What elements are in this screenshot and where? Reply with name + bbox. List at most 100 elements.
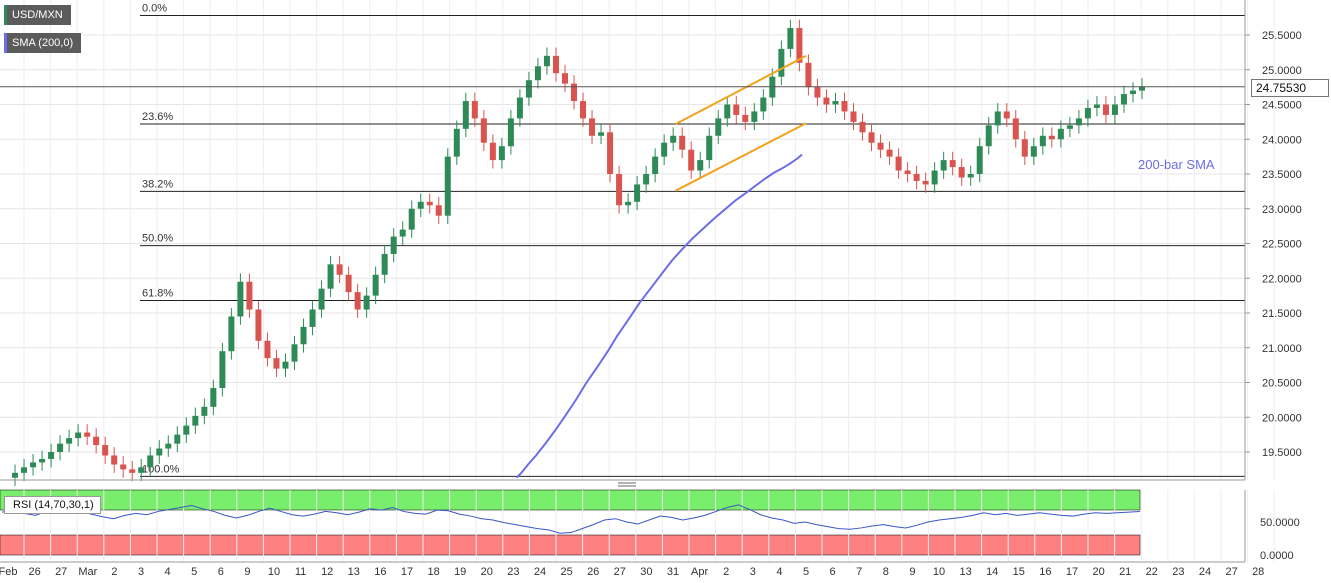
candle: [111, 447, 118, 473]
candle: [688, 141, 695, 179]
x-tick-label: 10: [268, 566, 280, 578]
candle: [102, 436, 109, 464]
candle: [1075, 110, 1082, 134]
x-tick-label: 16: [374, 566, 386, 578]
x-tick-label: 12: [321, 566, 333, 578]
rsi-legend[interactable]: RSI (14,70,30,1): [4, 496, 101, 514]
candle: [724, 96, 731, 127]
candle: [246, 273, 253, 318]
candle: [84, 424, 91, 446]
candle: [652, 148, 659, 183]
y-tick-label: 20.5000: [1262, 378, 1302, 390]
x-tick-label: 6: [218, 566, 224, 578]
candle: [958, 158, 965, 186]
panel-splitter-handle[interactable]: [618, 482, 636, 487]
candle: [273, 349, 280, 377]
candle: [21, 458, 28, 482]
candle: [291, 335, 298, 370]
candle: [282, 353, 289, 377]
rsi-legend-label: RSI (14,70,30,1): [13, 499, 94, 511]
x-tick-label: 3: [138, 566, 144, 578]
x-tick-label: 30: [640, 566, 652, 578]
candle: [715, 110, 722, 145]
candle: [967, 165, 974, 186]
rsi-tick-50: 50.0000: [1260, 517, 1300, 529]
x-tick-label: 5: [803, 566, 809, 578]
fibonacci-levels: 0.0%23.6%38.2%50.0%61.8%100.0%: [140, 3, 1245, 477]
x-tick-label: 24: [534, 566, 546, 578]
candle: [1084, 99, 1091, 127]
price-axis: 25.5000 25.0000 24.5000 24.0000 23.5000 23.00…: [1245, 30, 1302, 459]
candle: [832, 92, 839, 113]
channel-upper-line: [675, 54, 807, 125]
candle: [309, 301, 316, 336]
y-tick-label: 23.0000: [1262, 204, 1302, 216]
candle: [237, 273, 244, 325]
candle: [138, 458, 145, 482]
x-tick-label: 11: [295, 566, 306, 578]
current-price-value: 24.75530: [1256, 81, 1307, 95]
candle: [571, 75, 577, 110]
candle: [1012, 110, 1019, 148]
x-tick-label: 7: [856, 566, 862, 578]
candle: [525, 71, 532, 106]
candle: [787, 19, 794, 58]
candle: [1048, 127, 1055, 148]
y-tick-label: 20.0000: [1262, 412, 1302, 424]
candle: [751, 103, 758, 131]
candle: [219, 342, 226, 397]
x-tick-label: 25: [560, 566, 572, 578]
x-tick-label: 27: [614, 566, 626, 578]
candle: [1093, 96, 1100, 117]
candle: [39, 450, 46, 471]
candle: [823, 89, 830, 113]
candle: [489, 134, 496, 169]
candle: [120, 456, 127, 478]
x-tick-label: 26: [28, 566, 40, 578]
candle: [129, 461, 136, 482]
candle: [336, 256, 343, 284]
candle: [625, 193, 632, 214]
candle: [922, 172, 929, 193]
x-tick-label: 2: [723, 566, 729, 578]
candle: [480, 110, 487, 152]
sma-legend-label: SMA (200,0): [12, 37, 74, 49]
x-tick-label: 23: [507, 566, 519, 578]
x-tick-label: Feb: [0, 566, 17, 578]
rsi-tick-0: 0.0000: [1260, 550, 1294, 562]
candle: [426, 193, 433, 214]
candle: [417, 193, 424, 218]
x-tick-label: 5: [191, 566, 197, 578]
candle: [607, 123, 614, 183]
candle: [580, 92, 587, 127]
symbol-legend[interactable]: USD/MXN: [4, 5, 71, 25]
candle: [598, 123, 605, 145]
sma-200-line: [515, 153, 803, 479]
candle: [75, 424, 82, 447]
candle: [994, 103, 1001, 134]
y-tick-label: 22.0000: [1262, 273, 1302, 285]
main-grid: [0, 0, 1275, 480]
candle: [1111, 96, 1118, 124]
candle: [742, 106, 749, 131]
candle: [462, 92, 469, 138]
candle: [435, 196, 442, 225]
x-tick-label: 19: [454, 566, 466, 578]
sma-legend[interactable]: SMA (200,0): [4, 33, 82, 53]
x-tick-label: 13: [959, 566, 971, 578]
candle: [1102, 96, 1109, 124]
candle: [228, 308, 235, 360]
sma-annotation: 200-bar SMA: [1138, 157, 1215, 172]
rsi-line: [1, 504, 1141, 534]
y-tick-label: 21.0000: [1262, 343, 1302, 355]
candle: [57, 435, 64, 461]
x-tick-label: 6: [830, 566, 836, 578]
candle: [976, 137, 983, 183]
x-tick-label: 31: [667, 566, 679, 578]
x-tick-label: 4: [165, 566, 171, 578]
candle: [210, 379, 217, 416]
candle: [1039, 127, 1046, 155]
y-tick-label: 21.5000: [1262, 308, 1302, 320]
candle: [147, 447, 154, 476]
x-tick-label: 23: [1172, 566, 1184, 578]
